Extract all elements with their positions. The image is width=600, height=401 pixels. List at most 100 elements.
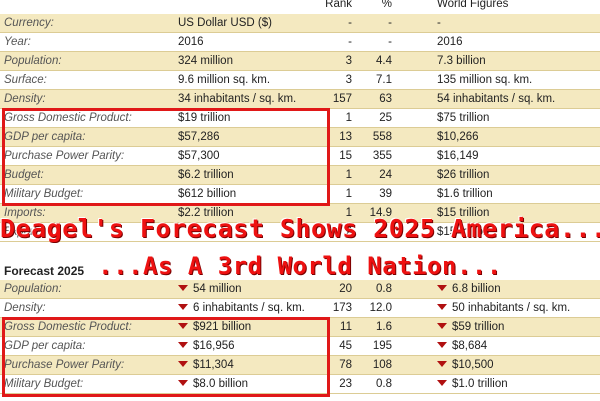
down-arrow-icon	[437, 323, 447, 329]
table-row: Population: 324 million 3 4.4 7.3 billio…	[0, 52, 600, 71]
row-world-figure: $8,684	[437, 337, 487, 356]
table-row: Gross Domestic Product: $19 trillion 1 2…	[0, 109, 600, 128]
table-row: GDP per capita: $57,286 13 558 $10,266	[0, 128, 600, 147]
row-percent: 355	[372, 150, 392, 162]
row-rank: 15	[339, 150, 352, 162]
overlay-headline-line2: ...As A 3rd World Nation...	[98, 252, 502, 280]
table-row: Population: 54 million 20 0.8 6.8 billio…	[0, 280, 600, 299]
row-rank: 23	[339, 378, 352, 390]
row-value: $2.2 trillion	[178, 207, 234, 219]
row-label: Military Budget:	[4, 378, 84, 390]
row-label: Gross Domestic Product:	[4, 321, 132, 333]
row-world-figure: 6.8 billion	[437, 280, 501, 299]
table-row: Budget: $6.2 trillion 1 24 $26 trillion	[0, 166, 600, 185]
table-row: GDP per capita: $16,956 45 195 $8,684	[0, 337, 600, 356]
row-world-figure: $59 trillion	[437, 318, 504, 337]
row-value: US Dollar USD ($)	[178, 17, 272, 29]
row-value: $6.2 trillion	[178, 169, 234, 181]
row-rank: 13	[339, 131, 352, 143]
forecast-section-title: Forecast 2025	[4, 264, 85, 278]
row-world-figure: $75 trillion	[437, 112, 490, 124]
down-arrow-icon	[437, 285, 447, 291]
row-percent: -	[388, 36, 392, 48]
row-world-figure: -	[437, 17, 441, 29]
row-rank: 11	[340, 321, 352, 333]
row-world-figure: $15 trillion	[437, 207, 490, 219]
row-value: 34 inhabitants / sq. km.	[178, 93, 297, 105]
row-rank: 157	[332, 93, 352, 105]
row-percent: 1.6	[376, 321, 392, 333]
row-label: Imports:	[4, 207, 46, 219]
table-row: Currency: US Dollar USD ($) - - -	[0, 14, 600, 33]
row-label: Budget:	[4, 169, 44, 181]
row-percent: -	[388, 17, 392, 29]
row-label: Population:	[4, 283, 62, 295]
row-label: Exports:	[4, 226, 47, 238]
row-value: $921 billion	[178, 318, 251, 337]
down-arrow-icon	[437, 304, 447, 310]
row-world-figure: $16,149	[437, 150, 479, 162]
row-label: Military Budget:	[4, 188, 84, 200]
table-row: Year: 2016 - - 2016	[0, 33, 600, 52]
table-row: Purchase Power Parity: $11,304 78 108 $1…	[0, 356, 600, 375]
row-world-figure: 50 inhabitants / sq. km.	[437, 299, 570, 318]
row-value-text: $11,304	[193, 359, 234, 371]
row-value-text: $16,956	[193, 340, 235, 352]
row-value: $19 trillion	[178, 112, 231, 124]
row-rank: 1	[345, 112, 352, 124]
row-world-text: 6.8 billion	[452, 283, 501, 295]
table-row: Gross Domestic Product: $921 billion 11 …	[0, 318, 600, 337]
row-percent: 195	[372, 340, 392, 352]
row-percent: 4.4	[376, 55, 392, 67]
row-label: Purchase Power Parity:	[4, 150, 125, 162]
row-world-figure: 7.3 billion	[437, 55, 486, 67]
row-value: 54 million	[178, 280, 242, 299]
row-percent: 14.9	[369, 207, 392, 219]
down-arrow-icon	[178, 361, 188, 367]
row-percent: 39	[379, 188, 392, 200]
row-percent: 63	[379, 93, 392, 105]
row-rank: -	[348, 36, 352, 48]
row-percent: 0.8	[376, 283, 392, 295]
row-label: Density:	[4, 93, 46, 105]
row-world-text: $8,684	[452, 340, 488, 352]
row-world-figure: 135 million sq. km.	[437, 74, 533, 86]
row-label: Density:	[4, 302, 46, 314]
row-label: Currency:	[4, 17, 54, 29]
table-row: Military Budget: $8.0 billion 23 0.8 $1.…	[0, 375, 600, 394]
header-world-figures: World Figures	[437, 0, 509, 10]
row-value: $11,304	[178, 356, 234, 375]
row-label: GDP per capita:	[4, 340, 86, 352]
row-rank: 1	[345, 169, 352, 181]
header-percent: %	[381, 0, 392, 10]
row-rank: 173	[332, 302, 352, 314]
row-value: $16,956	[178, 337, 235, 356]
down-arrow-icon	[437, 361, 447, 367]
row-value: 2016	[178, 36, 204, 48]
table-row: Density: 6 inhabitants / sq. km. 173 12.…	[0, 299, 600, 318]
row-percent: 7.1	[376, 74, 392, 86]
row-percent: 24	[379, 169, 392, 181]
table-row: Density: 34 inhabitants / sq. km. 157 63…	[0, 90, 600, 109]
row-value-text: 54 million	[193, 283, 242, 295]
row-rank: 78	[339, 359, 352, 371]
row-rank: 3	[345, 74, 352, 86]
table-row: Military Budget: $612 billion 1 39 $1.6 …	[0, 185, 600, 204]
table-row: Purchase Power Parity: $57,300 15 355 $1…	[0, 147, 600, 166]
row-percent: 558	[372, 131, 392, 143]
row-rank: 45	[339, 340, 352, 352]
row-rank: 1	[345, 188, 352, 200]
row-label: Population:	[4, 55, 62, 67]
row-world-text: $59 trillion	[452, 321, 505, 333]
row-world-figure: $1.6 trillion	[437, 188, 493, 200]
row-world-figure: 54 inhabitants / sq. km.	[437, 93, 556, 105]
row-percent: 108	[372, 359, 392, 371]
row-world-figure: 2016	[437, 36, 463, 48]
row-value: $57,300	[178, 150, 220, 162]
down-arrow-icon	[437, 380, 447, 386]
row-label: Gross Domestic Product:	[4, 112, 132, 124]
down-arrow-icon	[178, 380, 188, 386]
row-rank: 1	[345, 207, 352, 219]
row-value: $8.0 billion	[178, 375, 248, 394]
row-value: 9.6 million sq. km.	[178, 74, 271, 86]
